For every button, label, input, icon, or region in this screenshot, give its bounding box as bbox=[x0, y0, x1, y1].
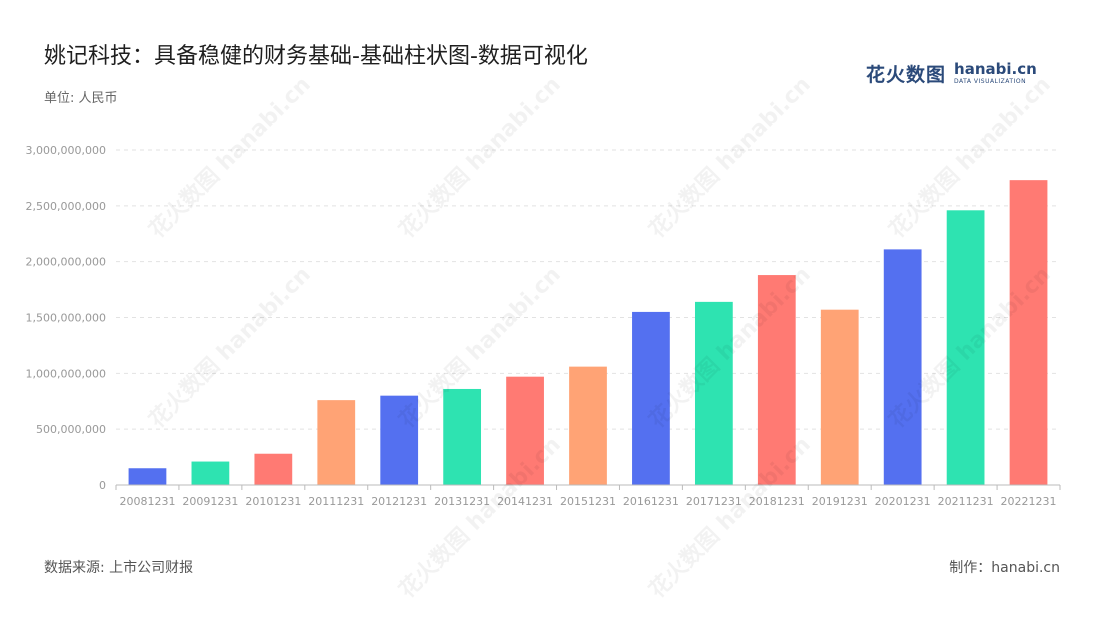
x-tick-label: 20081231 bbox=[119, 495, 175, 508]
x-tick-label: 20211231 bbox=[938, 495, 994, 508]
x-tick-label: 20091231 bbox=[182, 495, 238, 508]
bar-20141231[interactable] bbox=[506, 376, 544, 485]
x-tick-label: 20181231 bbox=[749, 495, 805, 508]
data-source: 数据来源: 上市公司财报 bbox=[44, 560, 194, 576]
x-tick-label: 20131231 bbox=[434, 495, 490, 508]
y-tick-label: 1,000,000,000 bbox=[26, 367, 106, 380]
x-tick-label: 20141231 bbox=[497, 495, 553, 508]
logo-cn-text: 花火数图 bbox=[866, 64, 947, 86]
bar-20211231[interactable] bbox=[946, 210, 985, 486]
bar-20161231[interactable] bbox=[632, 311, 670, 485]
y-tick-label: 500,000,000 bbox=[36, 423, 106, 436]
bar-20111231[interactable] bbox=[317, 400, 356, 485]
bar-20201231[interactable] bbox=[883, 249, 922, 485]
unit-label: 单位: 人民币 bbox=[44, 91, 118, 106]
bar-20191231[interactable] bbox=[820, 309, 859, 485]
bar-20101231[interactable] bbox=[254, 453, 293, 485]
y-tick-label: 2,500,000,000 bbox=[26, 200, 106, 213]
bar-20121231[interactable] bbox=[380, 395, 419, 485]
logo-en-subtext: DATA VISUALIZATION bbox=[954, 78, 1027, 85]
bar-20181231[interactable] bbox=[757, 275, 796, 485]
credit-link[interactable]: 制作：hanabi.cn bbox=[949, 560, 1060, 576]
logo-en-text: hanabi.cn bbox=[954, 60, 1037, 78]
logo-en-block: hanabi.cn DATA VISUALIZATION bbox=[954, 62, 1037, 85]
x-tick-label: 20191231 bbox=[812, 495, 868, 508]
x-tick-label: 20171231 bbox=[686, 495, 742, 508]
bar-20081231[interactable] bbox=[128, 468, 167, 485]
x-tick-label: 20101231 bbox=[245, 495, 301, 508]
x-tick-label: 20111231 bbox=[308, 495, 364, 508]
y-tick-label: 0 bbox=[99, 479, 106, 492]
x-tick-label: 20161231 bbox=[623, 495, 679, 508]
brand-logo: 花火数图 hanabi.cn DATA VISUALIZATION bbox=[866, 60, 1037, 87]
bar-20091231[interactable] bbox=[191, 461, 230, 485]
x-tick-label: 20151231 bbox=[560, 495, 616, 508]
x-tick-label: 20221231 bbox=[1001, 495, 1057, 508]
y-tick-label: 3,000,000,000 bbox=[26, 144, 106, 157]
axis-layer: 0 500,000,000 1,000,000,000 1,500,000,000 2,… bbox=[26, 144, 1061, 508]
bar-20171231[interactable] bbox=[694, 301, 733, 485]
bars-layer bbox=[128, 180, 1048, 486]
y-tick-label: 2,000,000,000 bbox=[26, 256, 106, 269]
y-tick-label: 1,500,000,000 bbox=[26, 312, 106, 325]
bar-20221231[interactable] bbox=[1009, 180, 1048, 485]
x-tick-label: 20121231 bbox=[371, 495, 427, 508]
bar-20131231[interactable] bbox=[443, 388, 482, 485]
x-tick-label: 20201231 bbox=[875, 495, 931, 508]
chart-title: 姚记科技：具备稳健的财务基础-基础柱状图-数据可视化 bbox=[44, 44, 588, 69]
bar-20151231[interactable] bbox=[569, 366, 607, 485]
